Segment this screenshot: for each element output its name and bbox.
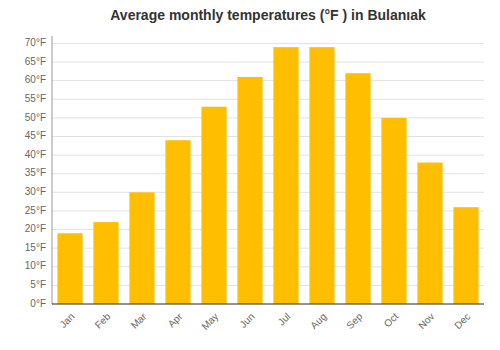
- y-tick-label: 45°F: [25, 130, 46, 141]
- y-tick-label: 0°F: [30, 298, 46, 309]
- grid-line: [52, 43, 484, 44]
- chart-container: Average monthly temperatures (°F ) in Bu…: [0, 0, 500, 350]
- x-tick-label: Feb: [93, 310, 113, 330]
- bar: [201, 107, 226, 304]
- grid-line: [52, 117, 484, 118]
- y-tick-label: 25°F: [25, 205, 46, 216]
- y-axis-line: [52, 36, 53, 304]
- grid-line: [52, 62, 484, 63]
- x-tick-label: Apr: [166, 310, 185, 329]
- bar: [309, 47, 334, 304]
- y-tick-label: 15°F: [25, 242, 46, 253]
- bar: [129, 192, 154, 304]
- y-tick-label: 40°F: [25, 149, 46, 160]
- bars: [57, 47, 478, 304]
- grid-line: [52, 136, 484, 137]
- x-axis-labels: Jan Feb Mar Apr May Jun Jul Aug Sep Oct Nov Dec: [57, 310, 472, 332]
- y-tick-label: 5°F: [30, 279, 46, 290]
- x-tick-label: Sep: [344, 310, 365, 331]
- y-tick-label: 60°F: [25, 74, 46, 85]
- x-tick-label: Oct: [382, 311, 401, 330]
- x-tick-label: May: [199, 311, 220, 332]
- y-axis-labels: 0°F 5°F 10°F 15°F 20°F 25°F 30°F 35°F 40°F 45°F 50…: [25, 37, 46, 309]
- x-tick-label: Jul: [276, 311, 293, 328]
- y-tick-label: 70°F: [25, 37, 46, 48]
- grid-line: [52, 80, 484, 81]
- bar: [273, 47, 298, 304]
- bar: [237, 77, 262, 304]
- grid: [52, 43, 484, 304]
- grid-line: [52, 304, 484, 305]
- y-tick-label: 50°F: [25, 112, 46, 123]
- y-tick-label: 55°F: [25, 93, 46, 104]
- x-axis-line: [52, 304, 484, 305]
- y-tick-label: 10°F: [25, 260, 46, 271]
- y-tick-label: 35°F: [25, 167, 46, 178]
- y-tick-label: 20°F: [25, 223, 46, 234]
- y-tick-label: 30°F: [25, 186, 46, 197]
- y-tick-label: 65°F: [25, 56, 46, 67]
- bar: [345, 73, 370, 304]
- grid-line: [52, 99, 484, 100]
- x-tick-label: Jun: [237, 311, 256, 330]
- title: Average monthly temperatures (°F ) in Bu…: [110, 7, 426, 23]
- bar: [57, 233, 82, 304]
- bar: [417, 163, 442, 304]
- x-tick-label: Mar: [129, 310, 149, 330]
- x-tick-label: Nov: [416, 311, 436, 331]
- grid-line: [52, 155, 484, 156]
- bar: [381, 118, 406, 304]
- bar: [165, 140, 190, 304]
- bar: [93, 222, 118, 304]
- x-tick-label: Jan: [57, 311, 76, 330]
- x-tick-label: Dec: [452, 311, 472, 331]
- chart: Average monthly temperatures (°F ) in Bu…: [0, 0, 500, 350]
- x-tick-label: Aug: [308, 311, 328, 331]
- bar: [453, 207, 478, 304]
